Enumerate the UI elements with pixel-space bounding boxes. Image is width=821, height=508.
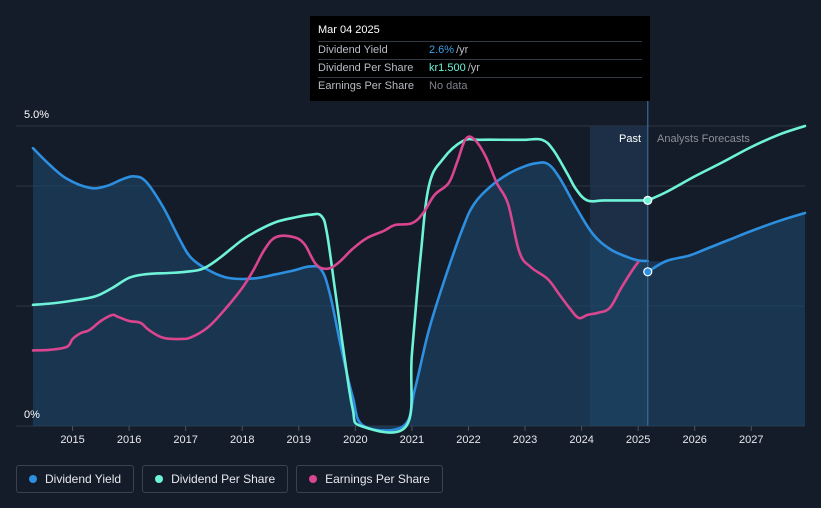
series-lines	[31, 124, 807, 434]
tooltip-label: Dividend Per Share	[318, 62, 414, 74]
y-axis-top-label: 5.0%	[24, 109, 49, 121]
x-axis-ticks: 2015 2016 2017 2018 2019 2020 2021 2022 2023 2024…	[60, 426, 764, 446]
dividend-per-share-line	[31, 137, 650, 434]
x-tick-label: 2023	[513, 434, 537, 446]
x-tick-label: 2016	[117, 434, 141, 446]
x-tick-label: 2024	[569, 434, 593, 446]
dividend-yield-marker	[643, 267, 653, 277]
tooltip-row-dividend-yield: Dividend Yield 2.6% /yr	[318, 42, 642, 60]
area-fills	[32, 148, 805, 431]
dividend-yield-area	[32, 148, 805, 431]
x-tick-label: 2018	[230, 434, 254, 446]
x-tick-label: 2015	[60, 434, 84, 446]
legend-item-dividend-yield[interactable]: Dividend Yield	[16, 465, 135, 493]
dividend-yield-line	[31, 146, 650, 432]
x-tick-label: 2020	[343, 434, 367, 446]
tooltip-label: Earnings Per Share	[318, 80, 414, 92]
legend-dot-icon	[309, 475, 318, 483]
x-tick-label: 2017	[173, 434, 197, 446]
legend-label: Dividend Per Share	[171, 472, 276, 486]
tooltip-date: Mar 04 2025	[318, 24, 642, 42]
dividend-yield-forecast-line	[646, 211, 807, 274]
x-tick-label: 2022	[456, 434, 480, 446]
tooltip-value: kr1.500	[429, 62, 466, 74]
tooltip-row-dividend-per-share: Dividend Per Share kr1.500 /yr	[318, 60, 642, 78]
y-axis-bottom-label: 0%	[24, 409, 40, 421]
tooltip-label: Dividend Yield	[318, 44, 388, 56]
legend-dot-icon	[155, 475, 164, 483]
tooltip-value: No data	[429, 80, 468, 92]
x-tick-label: 2021	[400, 434, 424, 446]
x-tick-label: 2026	[682, 434, 706, 446]
tooltip-value: 2.6%	[429, 44, 455, 56]
legend-label: Dividend Yield	[45, 472, 122, 486]
dividend-per-share-forecast-line	[646, 124, 807, 202]
dividend-per-share-marker	[643, 195, 653, 205]
tooltip-unit: /yr	[456, 44, 469, 56]
past-label: Past	[619, 133, 641, 145]
tooltip-row-earnings-per-share: Earnings Per Share No data	[318, 78, 642, 95]
legend-item-earnings-per-share[interactable]: Earnings Per Share	[296, 465, 443, 493]
x-tick-label: 2027	[739, 434, 763, 446]
series-markers	[643, 195, 653, 277]
legend-item-dividend-per-share[interactable]: Dividend Per Share	[142, 465, 289, 493]
forecast-label: Analysts Forecasts	[657, 133, 750, 145]
earnings-per-share-line	[31, 135, 640, 352]
legend-label: Earnings Per Share	[325, 472, 430, 486]
x-tick-label: 2025	[626, 434, 650, 446]
chart-legend: Dividend Yield Dividend Per Share Earnin…	[16, 465, 443, 493]
x-tick-label: 2019	[287, 434, 311, 446]
data-tooltip: Mar 04 2025 Dividend Yield 2.6% /yr Divi…	[310, 16, 650, 101]
legend-dot-icon	[29, 475, 37, 483]
tooltip-unit: /yr	[467, 62, 480, 74]
